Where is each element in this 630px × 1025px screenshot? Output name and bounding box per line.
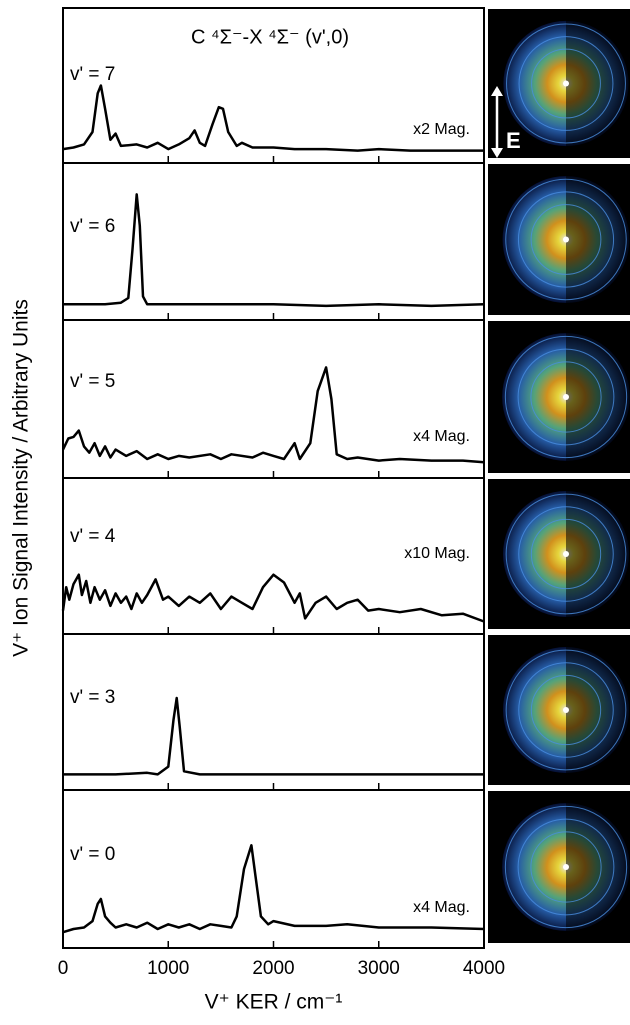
detector-half-mask <box>566 9 630 158</box>
detector-ring <box>517 191 615 288</box>
detector-ring <box>530 518 602 590</box>
panel-frame <box>62 162 485 321</box>
spectrum-line <box>62 844 485 934</box>
detector-ring <box>518 36 614 131</box>
detector-ring <box>530 831 602 903</box>
detector-ring <box>505 649 627 771</box>
detector-half-mask <box>566 321 630 473</box>
detector-ring <box>504 805 628 929</box>
detector-ring <box>530 361 602 433</box>
detector-ring <box>505 493 627 615</box>
chart-title: C ⁴Σ⁻-X ⁴Σ⁻ (v',0) <box>191 26 349 48</box>
y-axis-label: V⁺ Ion Signal Intensity / Arbitrary Unit… <box>10 299 33 657</box>
x-tick-label: 4000 <box>463 958 505 979</box>
series-label: v' = 4 <box>70 526 116 547</box>
detector-ring <box>518 662 614 758</box>
e-field-label: E <box>506 128 521 153</box>
x-tick-label: 3000 <box>358 958 400 979</box>
series-label: v' = 3 <box>70 687 115 708</box>
spectrum-line <box>61 366 485 464</box>
panel-frame <box>62 319 485 479</box>
detector-half-mask <box>566 479 630 629</box>
detector-half-mask <box>566 164 630 315</box>
detector-center <box>563 551 569 557</box>
series-label: v' = 7 <box>70 64 115 85</box>
spectrum-line <box>62 84 484 152</box>
x-tick-label: 2000 <box>252 958 294 979</box>
detector-center <box>563 236 569 243</box>
detector-ring <box>518 506 614 602</box>
spectrum-line <box>61 573 485 623</box>
detector-center <box>563 394 569 400</box>
detector-ring <box>505 178 627 301</box>
detector-ring <box>530 674 602 746</box>
x-tick-label: 0 <box>58 958 69 979</box>
magnification-label: x2 Mag. <box>413 121 470 138</box>
magnification-label: x4 Mag. <box>413 428 470 445</box>
series-label: v' = 5 <box>70 371 115 392</box>
x-tick-label: 1000 <box>147 958 189 979</box>
x-axis-label: V⁺ KER / cm⁻¹ <box>205 991 343 1014</box>
magnification-label: x4 Mag. <box>413 899 470 916</box>
magnification-label: x10 Mag. <box>404 545 470 562</box>
detector-images: E <box>488 9 630 943</box>
series-label: v' = 0 <box>70 844 115 865</box>
detector-ring <box>504 335 628 459</box>
spectrum-line <box>63 696 484 776</box>
panel-frame <box>62 633 485 791</box>
detector-ring <box>530 204 602 275</box>
detector-ring <box>517 818 615 916</box>
spectrum-line <box>63 193 485 308</box>
detector-center <box>563 707 569 713</box>
detector-center <box>563 864 569 870</box>
detector-ring <box>531 48 601 119</box>
detector-center <box>563 80 569 87</box>
detector-ring <box>517 348 615 446</box>
detector-half-mask <box>566 791 630 943</box>
detector-half-mask <box>566 635 630 785</box>
detector-ring <box>506 23 626 144</box>
series-label: v' = 6 <box>70 216 115 237</box>
